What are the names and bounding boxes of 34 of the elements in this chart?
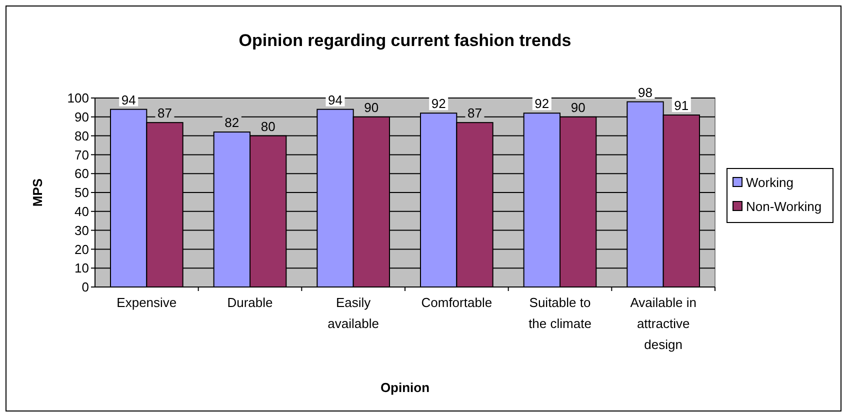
y-tick-label: 90 [74, 109, 89, 124]
data-label: 80 [260, 118, 276, 134]
data-label: 90 [364, 100, 379, 115]
y-tick-label: 100 [67, 90, 89, 106]
x-tick-label: Suitable to the climate [528, 295, 592, 331]
data-label: 91 [674, 98, 689, 114]
x-axis-title: Opinion [380, 380, 430, 395]
y-tick-label: 30 [74, 222, 89, 238]
data-label: 82 [224, 115, 240, 130]
data-label: 94 [121, 92, 136, 108]
x-tick-label: Durable [227, 295, 273, 310]
chart-title: Opinion regarding current fashion trends [238, 31, 572, 50]
y-tick-label: 60 [74, 166, 89, 182]
y-tick-label: 0 [82, 280, 89, 295]
data-label: 87 [158, 106, 172, 121]
legend-label: Working [746, 175, 794, 190]
y-tick-label: 40 [74, 204, 89, 219]
y-tick-label: 50 [74, 185, 89, 200]
data-label: 98 [638, 84, 652, 100]
data-label: 94 [328, 92, 342, 108]
legend-label: Non-Working [746, 199, 822, 214]
y-tick-label: 80 [74, 128, 89, 144]
y-axis-title: MPS [30, 178, 45, 207]
x-tick-label: Easily available [328, 295, 379, 331]
x-tick-label: Available in attractive design [630, 295, 696, 352]
data-label: 92 [431, 96, 446, 112]
data-label: 92 [534, 96, 550, 112]
x-tick-label: Expensive [116, 295, 177, 310]
y-tick-label: 70 [74, 147, 89, 162]
data-label: 87 [468, 106, 482, 121]
x-tick-label: Comfortable [421, 295, 492, 310]
y-tick-label: 20 [74, 242, 89, 257]
data-label: 90 [570, 100, 586, 115]
y-tick-label: 10 [74, 260, 89, 276]
